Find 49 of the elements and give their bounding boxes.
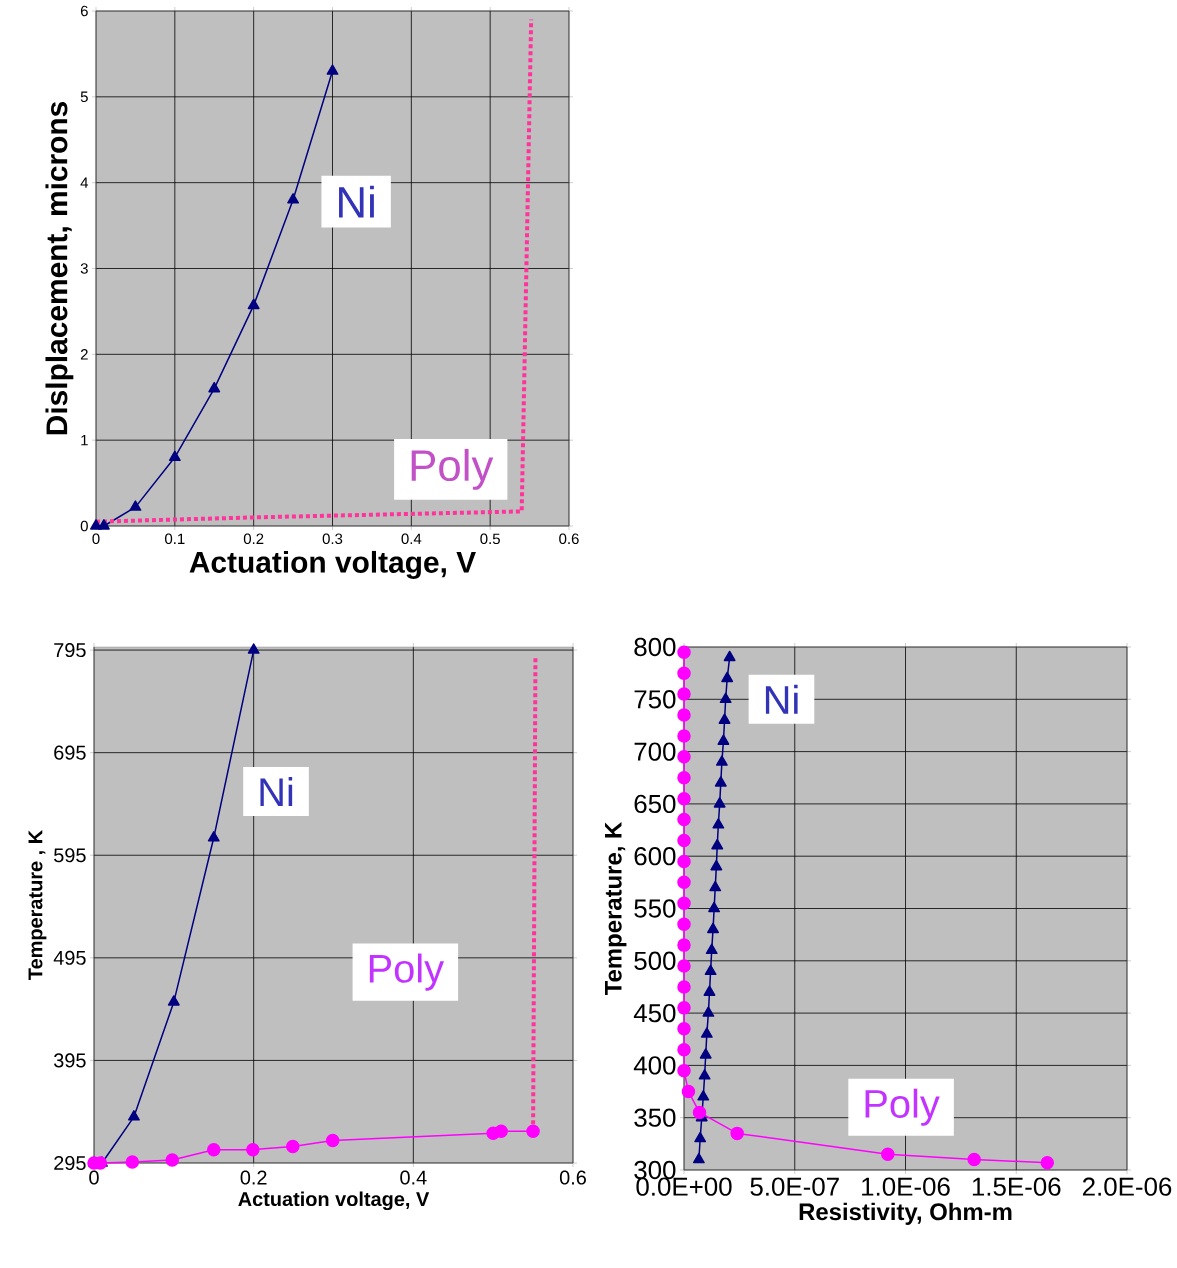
- y-axis-title: Temperature , K: [28, 830, 47, 980]
- y-axis-title: Temperature, K: [605, 821, 627, 996]
- y-axis-title: Dislplacement, microns: [45, 101, 74, 435]
- x-tick-label: 0.1: [165, 533, 185, 545]
- x-tick-label: 5.0E-07: [750, 1177, 839, 1196]
- y-tick-label: 450: [633, 1003, 676, 1023]
- y-tick-label: 2: [80, 349, 88, 360]
- y-tick-label: 795: [54, 643, 86, 658]
- x-tick-label: 0: [92, 533, 100, 545]
- annotation: Ni: [339, 185, 374, 218]
- y-tick-label: 295: [54, 1155, 86, 1171]
- x-axis-title: Actuation voltage, V: [189, 550, 476, 579]
- x-axis-title: Actuation voltage, V: [238, 1191, 430, 1211]
- annotation: Poly: [865, 1088, 940, 1126]
- x-tick-label: 0.2: [243, 533, 264, 545]
- y-tick-label: 350: [634, 1108, 676, 1127]
- y-tick-label: 6: [80, 5, 88, 17]
- x-axis-title: Resistivity, Ohm-m: [799, 1202, 1012, 1225]
- y-tick-label: 800: [634, 637, 676, 657]
- y-tick-label: 5: [80, 91, 88, 103]
- y-tick-label: 1: [81, 435, 88, 446]
- y-tick-label: 550: [634, 899, 676, 918]
- x-tick-label: 0.4: [400, 1170, 427, 1185]
- annotation: Ni: [260, 777, 293, 806]
- x-tick-label: 0.2: [240, 1170, 267, 1185]
- y-tick-label: 3: [80, 263, 88, 274]
- y-tick-label: 700: [634, 742, 676, 761]
- y-tick-label: 395: [54, 1053, 86, 1068]
- y-tick-label: 600: [634, 847, 676, 866]
- y-tick-label: 750: [634, 690, 676, 709]
- y-tick-label: 4: [80, 177, 89, 188]
- y-tick-label: 0: [80, 520, 88, 532]
- y-tick-label: 500: [634, 951, 676, 970]
- x-tick-label: 2.0E-06: [1082, 1177, 1172, 1196]
- y-tick-label: 650: [634, 794, 676, 814]
- y-tick-label: 595: [54, 848, 86, 863]
- x-tick-label: 1.0E-06: [862, 1177, 950, 1196]
- annotation: Ni: [765, 684, 798, 714]
- y-tick-label: 400: [633, 1056, 676, 1075]
- annotation: Poly: [411, 448, 494, 490]
- y-tick-label: 695: [54, 745, 86, 760]
- x-tick-label: 0.5: [480, 533, 500, 545]
- y-tick-label: 495: [53, 950, 86, 965]
- x-tick-label: 0.6: [559, 1170, 586, 1185]
- x-tick-label: 0.6: [559, 533, 579, 545]
- x-tick-label: 0.4: [401, 533, 422, 545]
- x-tick-label: 0.3: [322, 533, 343, 545]
- x-tick-label: 1.5E-06: [972, 1177, 1061, 1196]
- annotation: Poly: [369, 953, 445, 991]
